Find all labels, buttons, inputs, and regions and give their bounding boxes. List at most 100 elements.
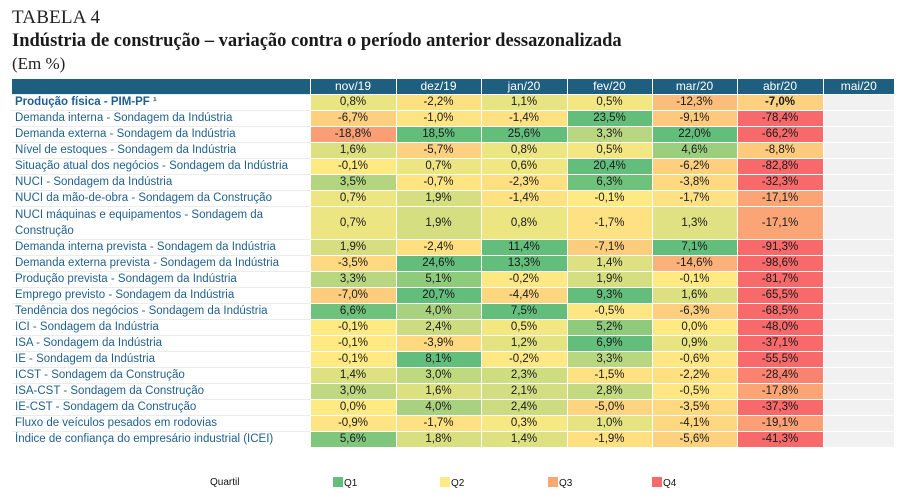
value-cell: -14,6% [651,255,737,272]
header-indicator [12,79,310,95]
row-label: ICI - Sondagem da Indústria [12,319,310,336]
legend-swatch [440,477,450,487]
value-cell [822,351,894,368]
table-unit: (Em %) [12,54,66,73]
value-cell: -48,0% [736,319,823,336]
value-cell: -1,0% [395,110,481,127]
table-row: Situação atual dos negócios - Sondagem d… [12,158,894,175]
table-row: ISA-CST - Sondagem da Construção 3,0% 1,6%… [12,383,894,400]
row-label: ICST - Sondagem da Construção [12,367,310,384]
value-cell: 3,5% [309,174,396,191]
table-row: Fluxo de veículos pesados em rodovias -0,… [12,415,894,432]
value-cell: 1,9% [566,271,652,288]
table-row: Tendência dos negócios - Sondagem da Ind… [12,303,894,320]
value-cell [822,158,894,175]
row-label: Produção física - PIM-PF ¹ [12,94,310,111]
table-row: Emprego previsto - Sondagem da Indústria… [12,287,894,304]
value-cell: 4,0% [395,399,481,416]
value-cell: -1,4% [480,110,567,127]
table-row: IE-CST - Sondagem da Construção 0,0% 4,0% 2… [12,399,894,416]
value-cell [822,383,894,400]
value-cell: 1,3% [651,206,737,240]
value-cell: 0,5% [480,319,567,336]
value-cell: -1,9% [566,431,652,447]
value-cell: -3,9% [395,335,481,352]
value-cell: -37,1% [736,335,823,352]
value-cell: 1,6% [651,287,737,304]
value-cell [822,415,894,432]
table-row: IE - Sondagem da Indústria -0,1% 8,1% -0,2%… [12,351,894,368]
value-cell: -0,1% [309,319,396,336]
value-cell: -0,5% [566,303,652,320]
value-cell: 1,4% [309,367,396,384]
row-label: Demanda interna prevista - Sondagem da I… [12,239,310,256]
value-cell: 2,3% [480,367,567,384]
value-cell: 3,3% [566,351,652,368]
value-cell: -0,6% [651,351,737,368]
value-cell: 1,9% [395,190,481,207]
value-cell: 1,6% [395,383,481,400]
table-row: ICI - Sondagem da Indústria -0,1% 2,4% 0,5%… [12,319,894,336]
value-cell: -12,3% [651,94,737,111]
table-row: ISA - Sondagem da Indústria -0,1% -3,9% 1,2… [12,335,894,352]
row-label: NUCI máquinas e equipamentos - Sondagem … [12,206,310,240]
value-cell: 20,4% [566,158,652,175]
value-cell: 0,6% [480,158,567,175]
legend-swatch [548,477,558,487]
value-cell: 6,3% [566,174,652,191]
value-cell [822,239,894,256]
row-label: NUCI - Sondagem da Indústria [12,174,310,191]
value-cell: -8,8% [736,142,823,159]
value-cell [822,126,894,143]
value-cell: -3,5% [651,399,737,416]
value-cell: -1,7% [395,415,481,432]
value-cell: -68,5% [736,303,823,320]
value-cell: -91,3% [736,239,823,256]
value-cell [822,174,894,191]
value-cell: -2,3% [480,174,567,191]
row-label: IE - Sondagem da Indústria [12,351,310,368]
table-row: Produção física - PIM-PF ¹ 0,8% -2,2% 1,1% 0… [12,94,894,111]
value-cell: 1,4% [480,431,567,447]
value-cell: -0,9% [309,415,396,432]
value-cell: -7,0% [736,94,823,111]
table-row: Índice de confiança do empresário indust… [12,431,894,447]
row-label: Índice de confiança do empresário indust… [12,431,310,447]
value-cell: -28,4% [736,367,823,384]
value-cell: 0,5% [566,94,652,111]
value-cell [822,287,894,304]
value-cell: -19,1% [736,415,823,432]
value-cell: -9,1% [651,110,737,127]
value-cell: 3,3% [566,126,652,143]
legend-label: Q4 [663,478,677,489]
value-cell: 2,4% [395,319,481,336]
value-cell [822,255,894,272]
row-label: Situação atual dos negócios - Sondagem d… [12,158,310,175]
legend-item-q3: Q3 [548,477,572,489]
value-cell: -1,4% [480,190,567,207]
value-cell: -0,1% [651,271,737,288]
value-cell: -6,3% [651,303,737,320]
column-header: nov/19 [309,79,396,95]
value-cell: -0,2% [480,351,567,368]
value-cell: 20,7% [395,287,481,304]
value-cell: -2,2% [395,94,481,111]
value-cell: 24,6% [395,255,481,272]
value-cell: 0,0% [309,399,396,416]
value-cell: -4,1% [651,415,737,432]
row-label: IE-CST - Sondagem da Construção [12,399,310,416]
value-cell: -5,7% [395,142,481,159]
value-cell: 0,8% [480,142,567,159]
value-cell: -7,1% [566,239,652,256]
column-header: mar/20 [651,79,737,95]
value-cell: 13,3% [480,255,567,272]
legend-item-q2: Q2 [440,477,464,489]
legend-title: Quartil [210,477,240,488]
value-cell: 2,4% [480,399,567,416]
value-cell: 1,6% [309,142,396,159]
value-cell: -5,0% [566,399,652,416]
value-cell: 0,3% [480,415,567,432]
value-cell: -66,2% [736,126,823,143]
value-cell: 1,4% [566,255,652,272]
value-cell [822,335,894,352]
